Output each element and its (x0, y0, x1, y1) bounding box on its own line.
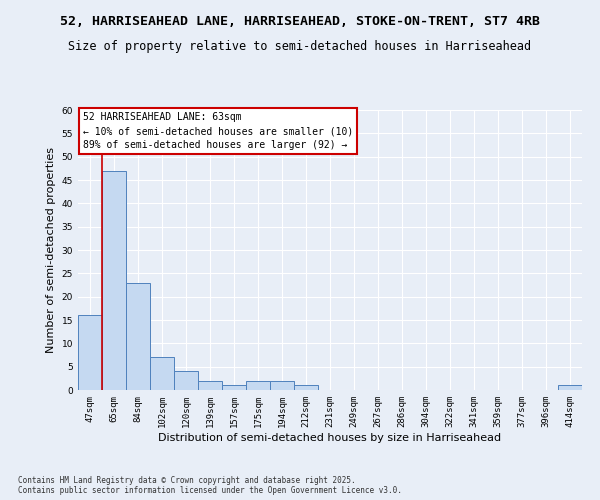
Bar (174, 372, 198, 390)
Bar (558, 386, 582, 390)
Text: 52, HARRISEAHEAD LANE, HARRISEAHEAD, STOKE-ON-TRENT, ST7 4RB: 52, HARRISEAHEAD LANE, HARRISEAHEAD, STO… (60, 15, 540, 28)
Bar (150, 358, 174, 390)
Text: Contains HM Land Registry data © Crown copyright and database right 2025.
Contai: Contains HM Land Registry data © Crown c… (18, 476, 402, 495)
Text: Size of property relative to semi-detached houses in Harriseahead: Size of property relative to semi-detach… (68, 40, 532, 53)
Bar (246, 380, 270, 390)
Bar (294, 386, 318, 390)
Bar (102, 170, 126, 390)
Bar (222, 386, 246, 390)
Bar (270, 380, 294, 390)
Bar (126, 282, 150, 390)
Bar (198, 380, 222, 390)
Text: 52 HARRISEAHEAD LANE: 63sqm
← 10% of semi-detached houses are smaller (10)
89% o: 52 HARRISEAHEAD LANE: 63sqm ← 10% of sem… (83, 112, 353, 150)
X-axis label: Distribution of semi-detached houses by size in Harriseahead: Distribution of semi-detached houses by … (158, 432, 502, 442)
Y-axis label: Number of semi-detached properties: Number of semi-detached properties (46, 147, 56, 353)
Bar (78, 316, 102, 390)
